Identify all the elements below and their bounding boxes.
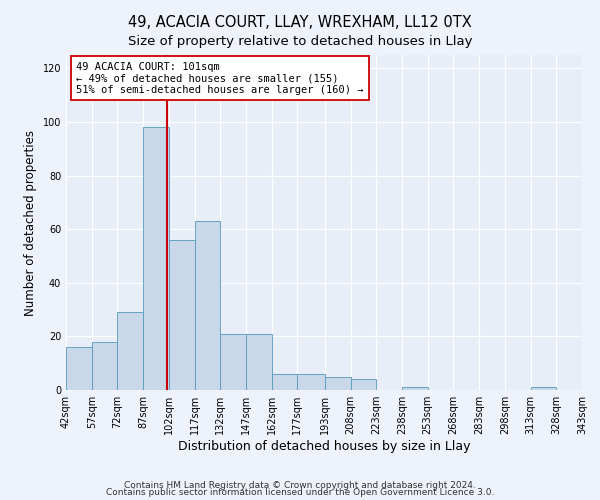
Text: 49, ACACIA COURT, LLAY, WREXHAM, LL12 0TX: 49, ACACIA COURT, LLAY, WREXHAM, LL12 0T… bbox=[128, 15, 472, 30]
Bar bbox=[298, 374, 325, 390]
Bar bbox=[272, 374, 298, 390]
Bar bbox=[143, 128, 169, 390]
Bar bbox=[169, 240, 194, 390]
Bar bbox=[118, 312, 143, 390]
Text: 49 ACACIA COURT: 101sqm
← 49% of detached houses are smaller (155)
51% of semi-d: 49 ACACIA COURT: 101sqm ← 49% of detache… bbox=[76, 62, 364, 95]
Text: Contains HM Land Registry data © Crown copyright and database right 2024.: Contains HM Land Registry data © Crown c… bbox=[124, 480, 476, 490]
Bar bbox=[66, 347, 92, 390]
Text: Size of property relative to detached houses in Llay: Size of property relative to detached ho… bbox=[128, 35, 472, 48]
Text: Contains public sector information licensed under the Open Government Licence 3.: Contains public sector information licen… bbox=[106, 488, 494, 497]
Bar bbox=[92, 342, 118, 390]
Bar bbox=[402, 388, 428, 390]
X-axis label: Distribution of detached houses by size in Llay: Distribution of detached houses by size … bbox=[178, 440, 470, 453]
Bar bbox=[246, 334, 272, 390]
Bar bbox=[582, 384, 600, 390]
Bar bbox=[350, 380, 376, 390]
Bar bbox=[220, 334, 246, 390]
Bar bbox=[325, 376, 350, 390]
Y-axis label: Number of detached properties: Number of detached properties bbox=[24, 130, 37, 316]
Bar bbox=[530, 388, 556, 390]
Bar bbox=[194, 221, 220, 390]
